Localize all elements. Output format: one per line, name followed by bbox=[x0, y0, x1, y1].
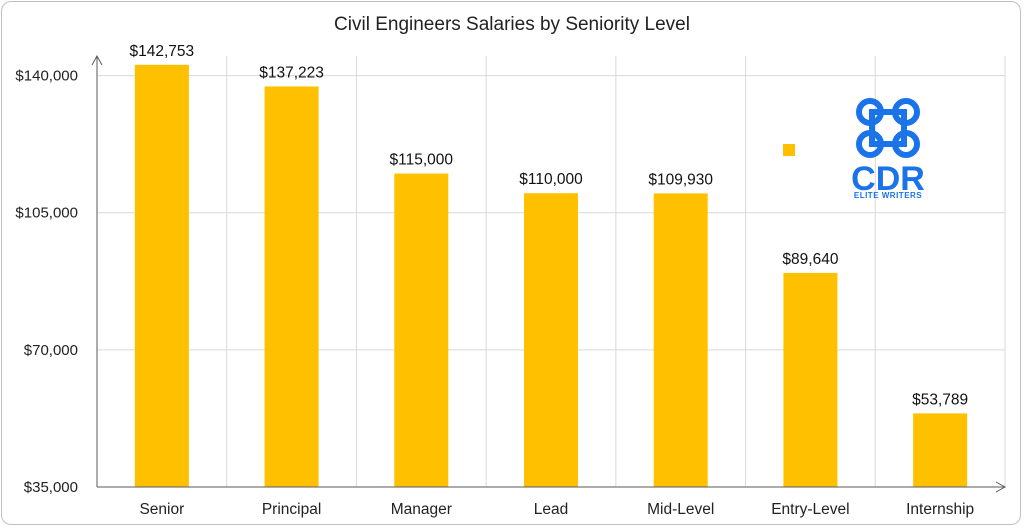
y-tick-label: $35,000 bbox=[24, 479, 78, 496]
y-tick-label: $140,000 bbox=[15, 68, 78, 85]
x-tick-label: Mid-Level bbox=[647, 501, 714, 518]
command-key-icon bbox=[856, 98, 920, 158]
x-tick-label: Lead bbox=[534, 501, 568, 518]
x-axis-categories: Senior Principal Manager Lead Mid-Level Entry… bbox=[139, 501, 974, 518]
x-tick-label: Principal bbox=[262, 501, 321, 518]
bars bbox=[134, 64, 968, 488]
bar bbox=[264, 86, 319, 487]
bar bbox=[653, 193, 708, 487]
data-label: $89,640 bbox=[782, 251, 838, 268]
x-tick-label: Entry-Level bbox=[771, 501, 849, 518]
bar bbox=[913, 413, 968, 487]
y-axis-arrow bbox=[91, 54, 103, 66]
x-tick-label: Internship bbox=[906, 501, 974, 518]
data-label: $115,000 bbox=[390, 152, 454, 169]
axes bbox=[91, 54, 1007, 493]
data-labels: $142,753 $137,223 $115,000 $110,000 $109,930… bbox=[130, 43, 969, 409]
bar bbox=[524, 193, 578, 488]
gridlines bbox=[97, 56, 1006, 487]
x-tick-label: Senior bbox=[139, 501, 184, 518]
bar bbox=[394, 173, 449, 487]
data-label: $109,930 bbox=[648, 171, 713, 188]
y-tick-label: $105,000 bbox=[15, 205, 78, 222]
logo-subtext: ELITE WRITERS bbox=[854, 191, 922, 200]
bar bbox=[783, 272, 838, 487]
chart-title: Civil Engineers Salaries by Seniority Le… bbox=[334, 14, 690, 35]
bar bbox=[134, 64, 189, 488]
y-axis-ticks: $35,000 $70,000 $105,000 $140,000 bbox=[15, 68, 78, 496]
cdr-logo: CDR ELITE WRITERS bbox=[851, 98, 925, 200]
x-tick-label: Manager bbox=[391, 501, 452, 518]
logo-text: CDR bbox=[851, 160, 925, 198]
data-label: $137,223 bbox=[259, 64, 324, 81]
data-label: $142,753 bbox=[130, 43, 195, 60]
x-axis-arrow bbox=[995, 481, 1007, 493]
legend-marker bbox=[783, 144, 795, 156]
y-tick-label: $70,000 bbox=[24, 342, 78, 359]
data-label: $110,000 bbox=[519, 171, 583, 188]
data-label: $53,789 bbox=[912, 391, 968, 408]
